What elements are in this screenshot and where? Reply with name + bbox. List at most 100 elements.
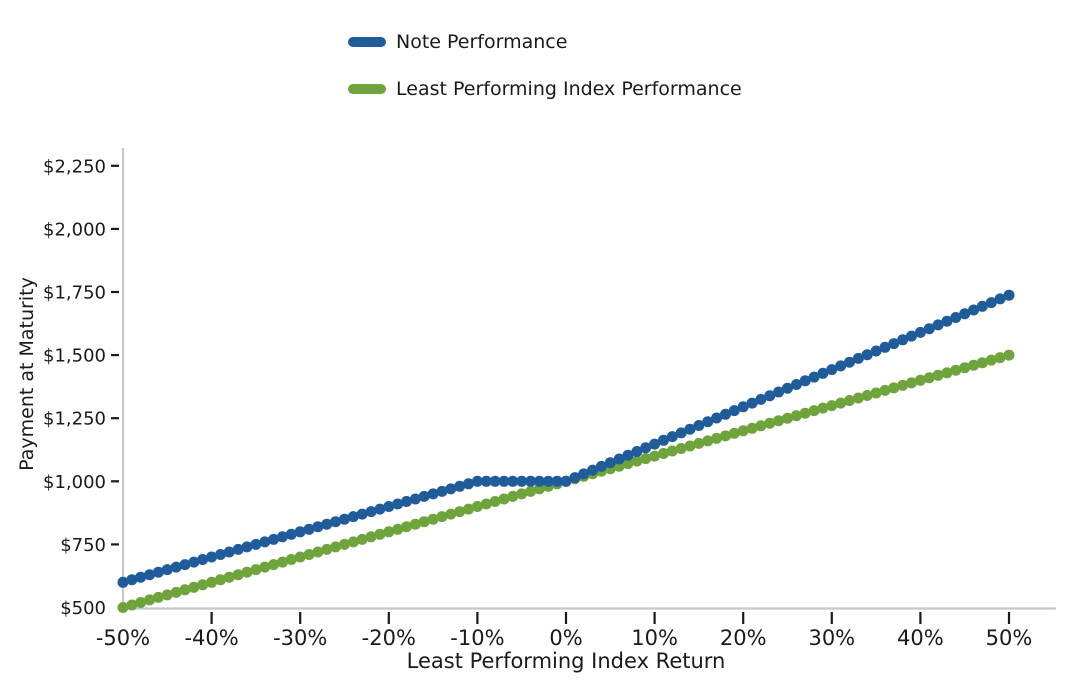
data-point <box>241 541 253 553</box>
data-point <box>799 407 811 419</box>
y-axis-title: Payment at Maturity <box>16 277 38 471</box>
data-point <box>914 326 926 338</box>
data-point <box>152 591 164 603</box>
series-note-performance <box>117 289 1015 588</box>
data-point <box>897 334 909 346</box>
data-point <box>356 508 368 520</box>
data-point <box>720 408 731 420</box>
data-point <box>551 475 563 487</box>
x-tick-label: -20% <box>362 626 416 650</box>
data-point <box>649 450 661 462</box>
data-point <box>409 493 421 505</box>
data-point <box>365 506 377 518</box>
y-tick-label: $2,000 <box>43 219 106 240</box>
data-point <box>675 427 687 439</box>
data-point <box>197 579 209 591</box>
data-point <box>764 390 776 402</box>
data-point <box>914 374 926 386</box>
data-point <box>906 377 917 389</box>
data-point <box>533 475 545 487</box>
data-point <box>480 498 492 510</box>
data-point <box>773 386 785 398</box>
data-point <box>215 574 226 586</box>
data-point <box>782 382 793 394</box>
data-point <box>649 438 661 450</box>
data-point <box>427 513 439 525</box>
y-tick-label: $1,000 <box>43 472 106 493</box>
data-point <box>215 549 226 560</box>
data-point <box>365 531 377 543</box>
data-point <box>976 357 988 369</box>
data-point <box>782 412 793 424</box>
data-point <box>578 468 590 480</box>
data-point <box>852 392 864 404</box>
data-point <box>861 349 873 361</box>
data-point <box>223 546 235 558</box>
x-tick-label: 40% <box>897 626 944 650</box>
data-point <box>932 369 944 381</box>
data-point <box>179 559 191 571</box>
data-point <box>666 431 678 443</box>
data-point <box>808 405 820 417</box>
data-point <box>206 576 218 588</box>
data-point <box>277 556 288 568</box>
data-point <box>693 420 705 431</box>
data-point <box>640 442 652 454</box>
data-point <box>968 359 980 371</box>
data-point <box>250 564 262 576</box>
data-point <box>383 501 395 512</box>
data-point <box>463 478 474 490</box>
data-point <box>773 415 785 427</box>
data-point <box>117 602 129 613</box>
data-point <box>259 536 271 548</box>
data-point <box>383 526 395 538</box>
data-point <box>711 432 723 444</box>
y-tick-label: $2,250 <box>43 156 106 177</box>
data-point <box>790 379 802 390</box>
data-point <box>303 549 315 560</box>
data-point <box>941 315 953 327</box>
data-point <box>658 434 669 446</box>
x-tick-label: 10% <box>631 626 678 650</box>
data-point <box>507 490 519 502</box>
data-point <box>516 488 528 500</box>
data-point <box>232 569 244 581</box>
legend-swatch-least-performing-index-icon <box>348 84 386 94</box>
data-point <box>489 496 501 507</box>
data-point <box>418 490 430 502</box>
data-point <box>595 460 607 472</box>
data-point <box>693 437 705 449</box>
data-point <box>861 390 873 401</box>
data-point <box>232 543 244 555</box>
data-point <box>870 387 882 399</box>
data-point <box>179 584 191 596</box>
data-point <box>790 410 802 422</box>
data-point <box>427 488 439 500</box>
data-point <box>489 475 501 487</box>
data-point <box>720 430 731 442</box>
data-point <box>321 518 333 530</box>
legend-item-least-performing-index: Least Performing Index Performance <box>348 76 742 102</box>
data-point <box>746 397 758 409</box>
x-tick-label: 0% <box>549 626 582 650</box>
legend-label-least-performing-index: Least Performing Index Performance <box>396 78 742 100</box>
y-tick-label: $1,500 <box>43 346 106 367</box>
data-point <box>347 511 359 523</box>
data-point <box>640 453 652 465</box>
data-point <box>339 513 350 525</box>
data-point <box>454 506 466 518</box>
data-point <box>985 297 997 309</box>
data-point <box>631 455 643 467</box>
data-point <box>950 364 962 376</box>
data-point <box>126 574 138 586</box>
data-point <box>409 518 421 530</box>
data-point <box>932 319 944 331</box>
data-point <box>604 457 616 469</box>
data-point <box>631 446 643 457</box>
data-point <box>392 498 404 510</box>
data-point <box>817 402 829 414</box>
data-point <box>737 425 749 437</box>
data-point <box>525 485 537 497</box>
